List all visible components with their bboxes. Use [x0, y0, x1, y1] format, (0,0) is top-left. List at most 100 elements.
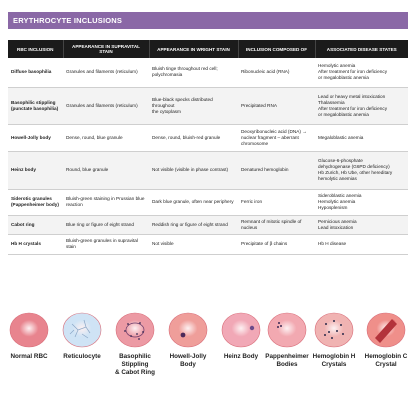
cell-disease-states: Pernicious anemia Lead intoxication	[315, 215, 408, 235]
cell-text-line: Precipitated RNA	[241, 102, 277, 108]
cell-inclusion-name: Howell-Jolly body	[8, 124, 63, 152]
cell-supravital-stain: Round, blue granule	[63, 151, 149, 190]
cell-label: Howell-Jolly Body	[169, 353, 207, 368]
cell-text-line: Glucose-6-phosphate	[318, 158, 363, 163]
cell-text-line: Hb H disease	[318, 241, 347, 246]
cell-supravital-stain: Granules and filaments (reticulum)	[63, 58, 149, 88]
cell-wright-stain: Not visible (visible in phase contrast)	[149, 151, 238, 190]
cell-wright-stain: Dark blue granule, often near periphery	[149, 189, 238, 216]
pappenheimer-icon	[267, 312, 307, 348]
cell-composition: Ribonucleic acid (RNA)	[238, 58, 315, 88]
cell-inclusion-name: Siderotic granules (Pappenheimer body)	[8, 189, 63, 216]
cell-text-line: Remnant of mitotic spindle of nucleus	[241, 218, 302, 230]
table-row: Basophilic stippling (punctate basophilia…	[8, 87, 408, 125]
cell-composition: Denatured hemoglobin	[238, 151, 315, 190]
cell-card: Pappenheimer Bodies	[262, 300, 312, 369]
cell-supravital-stain: Bluish-green staining in Prussian blue re…	[63, 189, 149, 216]
cell-text-line: (punctate basophilia)	[11, 105, 59, 111]
cell-text-line: dehydrogenase (G6PD deficiency)	[318, 164, 390, 169]
cell-text-line: After treatment for iron deficiency	[318, 69, 388, 75]
cell-text-line: Precipitate of β chains	[241, 241, 288, 246]
cell-text-line: Deoxyribonucleic acid (DNA) →	[241, 128, 307, 134]
cell-wright-stain: Bluish tinge throughout red cell; polychr…	[149, 58, 238, 88]
cell-composition: Precipitated RNA	[238, 87, 315, 125]
cell-card: Howell-Jolly Body	[163, 300, 213, 369]
cell-text-line: Hyposplenism	[318, 205, 348, 210]
normal-rbc-icon	[9, 312, 49, 348]
cell-card: Basophilic Stippling & Cabot Ring	[110, 300, 160, 377]
cell-text-line: chromosome	[241, 140, 269, 146]
cell-disease-states: Megaloblastic anemia	[315, 124, 408, 152]
cell-inclusion-name: Heinz body	[8, 151, 63, 190]
cell-text-line: Siderotic granules	[11, 196, 52, 201]
cell-text-line: Dark blue granule, often near periphery	[152, 199, 234, 204]
cell-text-line: Lead intoxication	[318, 224, 354, 230]
cell-card: Hemoglobin C Crystal	[361, 300, 411, 369]
heinz-body-icon	[221, 312, 261, 348]
cell-text-line: Pernicious anemia	[318, 218, 357, 224]
cell-text-line: hemolytic anemias	[318, 176, 357, 181]
cell-text-line: nuclear fragment – aberrant	[241, 134, 299, 140]
page-title: ERYTHROCYTE INCLUSIONS	[13, 16, 123, 25]
cell-text-line: Blue ring or figure of eight strand	[66, 221, 135, 227]
cell-text-line: Sideroblastic anemia	[318, 193, 362, 198]
cell-text-line: Granules and filaments (reticulum)	[66, 69, 138, 75]
cell-text-line: Not visible (visible in phase contrast)	[152, 167, 229, 172]
hemoglobin-c-icon	[366, 312, 406, 348]
table-header-row: RBC INCLUSION APPEARANCE IN SUPRAVITAL S…	[8, 40, 408, 58]
header-composed-of: INCLUSION COMPOSED OF	[238, 40, 316, 58]
cell-composition: Deoxyribonucleic acid (DNA) → nuclear fra…	[238, 124, 315, 152]
table-row: Heinz body Round, blue granule Not visible…	[8, 151, 408, 190]
cell-supravital-stain: Granules and filaments (reticulum)	[63, 87, 149, 125]
cell-text-line: reaction	[66, 202, 83, 207]
cell-text-line: Denatured hemoglobin	[241, 167, 289, 172]
header-supravital: APPEARANCE IN SUPRAVITAL STAIN	[63, 40, 150, 58]
cell-text-line: Reddish ring or figure of eight strand	[152, 221, 228, 227]
table-row: Howell-Jolly body Dense, round, blue gran…	[8, 124, 408, 152]
cell-text-line: Cabot ring	[11, 221, 35, 227]
cell-text-line: Diffuse basophilia	[11, 69, 52, 75]
cell-text-line: or megaloblastic anemia	[318, 111, 369, 117]
cell-text-line: Megaloblastic anemia	[318, 134, 364, 140]
cell-text-line: Hemolytic anemia	[318, 63, 356, 69]
table-body: Diffuse basophilia Granules and filaments…	[8, 58, 408, 255]
cell-wright-stain: Dense, round, bluish-red granule	[149, 124, 238, 152]
cell-illustrations: Normal RBC Reticulocyte Basophilic Stippli…	[0, 300, 419, 419]
cell-text-line: polychromasia	[152, 72, 183, 78]
cell-wright-stain: Not visible	[149, 234, 238, 255]
howell-jolly-icon	[168, 312, 208, 348]
cell-text-line: Lead or heavy metal intoxication	[318, 93, 386, 99]
cell-supravital-stain: Bluish-green granules in supravital stain	[63, 234, 149, 255]
cell-card: Heinz Body	[216, 300, 266, 361]
cell-text-line: Dense, round, blue granule	[66, 134, 123, 140]
cell-supravital-stain: Dense, round, blue granule	[63, 124, 149, 152]
cell-label: Heinz Body	[223, 353, 259, 360]
cell-text-line: Hb Zurich, Hb Ube, other hereditary	[318, 170, 393, 175]
table-row: Cabot ring Blue ring or figure of eight s…	[8, 215, 408, 235]
cell-disease-states: Hb H disease	[315, 234, 408, 255]
cell-inclusion-name: Diffuse basophilia	[8, 58, 63, 88]
cell-text-line: Howell-Jolly body	[11, 134, 51, 140]
table-row: Diffuse basophilia Granules and filaments…	[8, 58, 408, 88]
inclusions-table: RBC INCLUSION APPEARANCE IN SUPRAVITAL S…	[8, 40, 408, 255]
cell-text-line: stain	[66, 244, 76, 249]
cell-text-line: Ribonucleic acid (RNA)	[241, 69, 290, 75]
cell-composition: Remnant of mitotic spindle of nucleus	[238, 215, 315, 235]
title-bar: ERYTHROCYTE INCLUSIONS	[8, 12, 408, 29]
cell-text-line: Hb H crystals	[11, 241, 41, 246]
cell-text-line: or megaloblastic anemia	[318, 75, 369, 81]
cell-wright-stain: Reddish ring or figure of eight strand	[149, 215, 238, 235]
header-wright: APPEARANCE IN WRIGHT STAIN	[149, 40, 239, 58]
cell-text-line: Blue-black specks distributed throughout	[152, 96, 213, 108]
cell-text-line: Dense, round, bluish-red granule	[152, 134, 221, 140]
cell-text-line: Thalassemia	[318, 99, 345, 105]
cell-label: Basophilic Stippling & Cabot Ring	[115, 353, 155, 376]
cell-text-line: Ferric iron	[241, 199, 263, 204]
cell-label: Reticulocyte	[63, 353, 101, 360]
cell-text-line: Not visible	[152, 241, 174, 246]
header-disease-states: ASSOCIATED DISEASE STATES	[315, 40, 408, 58]
table-row: Hb H crystals Bluish-green granules in su…	[8, 234, 408, 255]
cell-disease-states: Lead or heavy metal intoxication Thalasse…	[315, 87, 408, 125]
cell-card: Hemoglobin H Crystals	[309, 300, 359, 369]
cell-disease-states: Hemolytic anemia After treatment for iron…	[315, 58, 408, 88]
